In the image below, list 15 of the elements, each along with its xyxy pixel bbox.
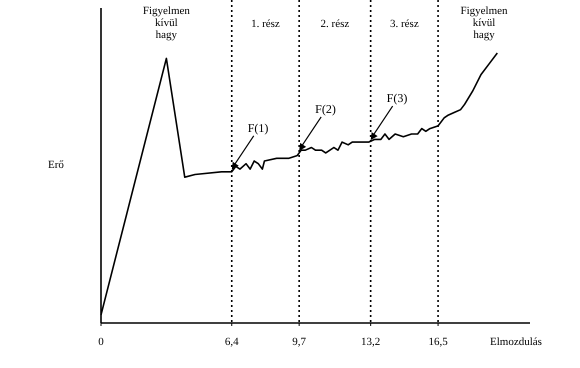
x-tick-label: 16,5	[428, 336, 448, 348]
annotation: F(1)	[248, 120, 268, 135]
x-tick-label: 6,4	[224, 336, 240, 348]
annotation: F(3)	[386, 91, 408, 106]
x-tick-label: 9,7	[292, 336, 307, 348]
text: 3. rész	[390, 18, 419, 30]
x-tick-label: 13,2	[361, 336, 380, 348]
text: Figyelmen kívül hagy	[460, 5, 508, 41]
annotation: F(2)	[315, 102, 336, 116]
x-axis-title: Elmozdulás	[490, 336, 542, 348]
x-tick-label: 0	[98, 336, 104, 348]
text: Figyelmen kívül hagy	[142, 5, 190, 41]
text: 2. rész	[320, 18, 350, 30]
y-axis-title: Erő	[48, 159, 64, 171]
text: 1. rész	[251, 18, 280, 30]
